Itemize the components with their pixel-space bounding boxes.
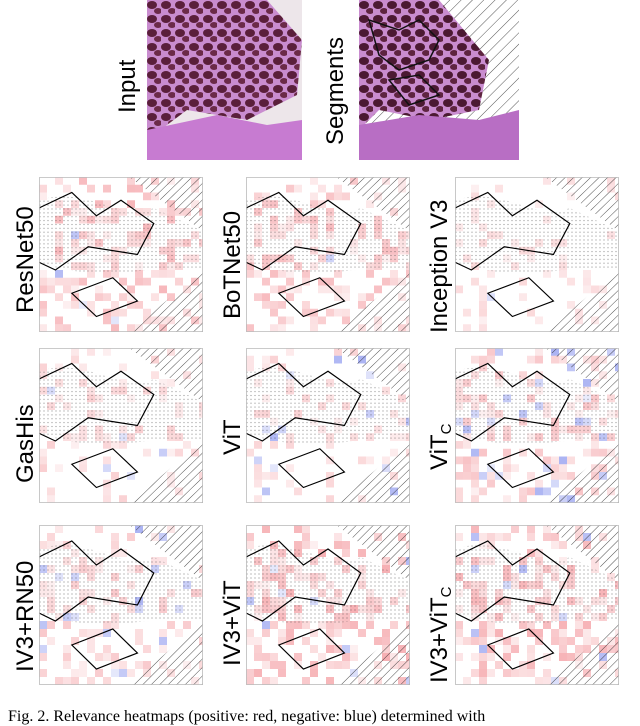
vit-label: ViT [219, 419, 246, 455]
gashis-label: GasHis [12, 404, 39, 483]
heatmap-vitc-svg [455, 348, 619, 503]
vitc-label: ViTC [426, 423, 455, 470]
heatmap-gashis-svg [39, 348, 203, 503]
segments-image [359, 0, 519, 160]
input-image [147, 0, 302, 160]
iv3-rn50-label: IV3+RN50 [12, 560, 39, 672]
vitc-label-main: ViT [426, 434, 453, 470]
iv3-vit-label: IV3+ViT [219, 580, 246, 666]
heatmap-iv3-rn50 [39, 525, 203, 685]
heatmap-vit-svg [246, 348, 410, 503]
inception-v3-label: Inception V3 [426, 199, 453, 333]
heatmap-iv3-vitc [455, 525, 619, 685]
heatmap-vit [246, 348, 410, 503]
iv3-vitc-label: IV3+ViTC [426, 586, 455, 683]
heatmap-vitc [455, 348, 619, 503]
heatmap-inception-v3-svg [455, 177, 619, 332]
heatmap-resnet50 [39, 177, 203, 332]
botnet50-label: BoTNet50 [219, 210, 246, 319]
heatmap-iv3-rn50-svg [39, 525, 203, 685]
resnet50-label: ResNet50 [12, 206, 39, 313]
iv3-vitc-label-main: IV3+ViT [426, 597, 453, 683]
heatmap-iv3-vit [246, 525, 410, 685]
input-label: Input [114, 59, 141, 113]
heatmap-botnet50-svg [246, 177, 410, 332]
heatmap-iv3-vitc-svg [455, 525, 619, 685]
heatmap-gashis [39, 348, 203, 503]
vitc-label-sub: C [438, 423, 455, 435]
iv3-vitc-label-sub: C [438, 586, 455, 598]
heatmap-iv3-vit-svg [246, 525, 410, 685]
heatmap-botnet50 [246, 177, 410, 332]
heatmap-resnet50-svg [39, 177, 203, 332]
figure-caption: Fig. 2. Relevance heatmaps (positive: re… [8, 708, 486, 725]
heatmap-inception-v3 [455, 177, 619, 332]
segments-label: Segments [322, 36, 349, 145]
